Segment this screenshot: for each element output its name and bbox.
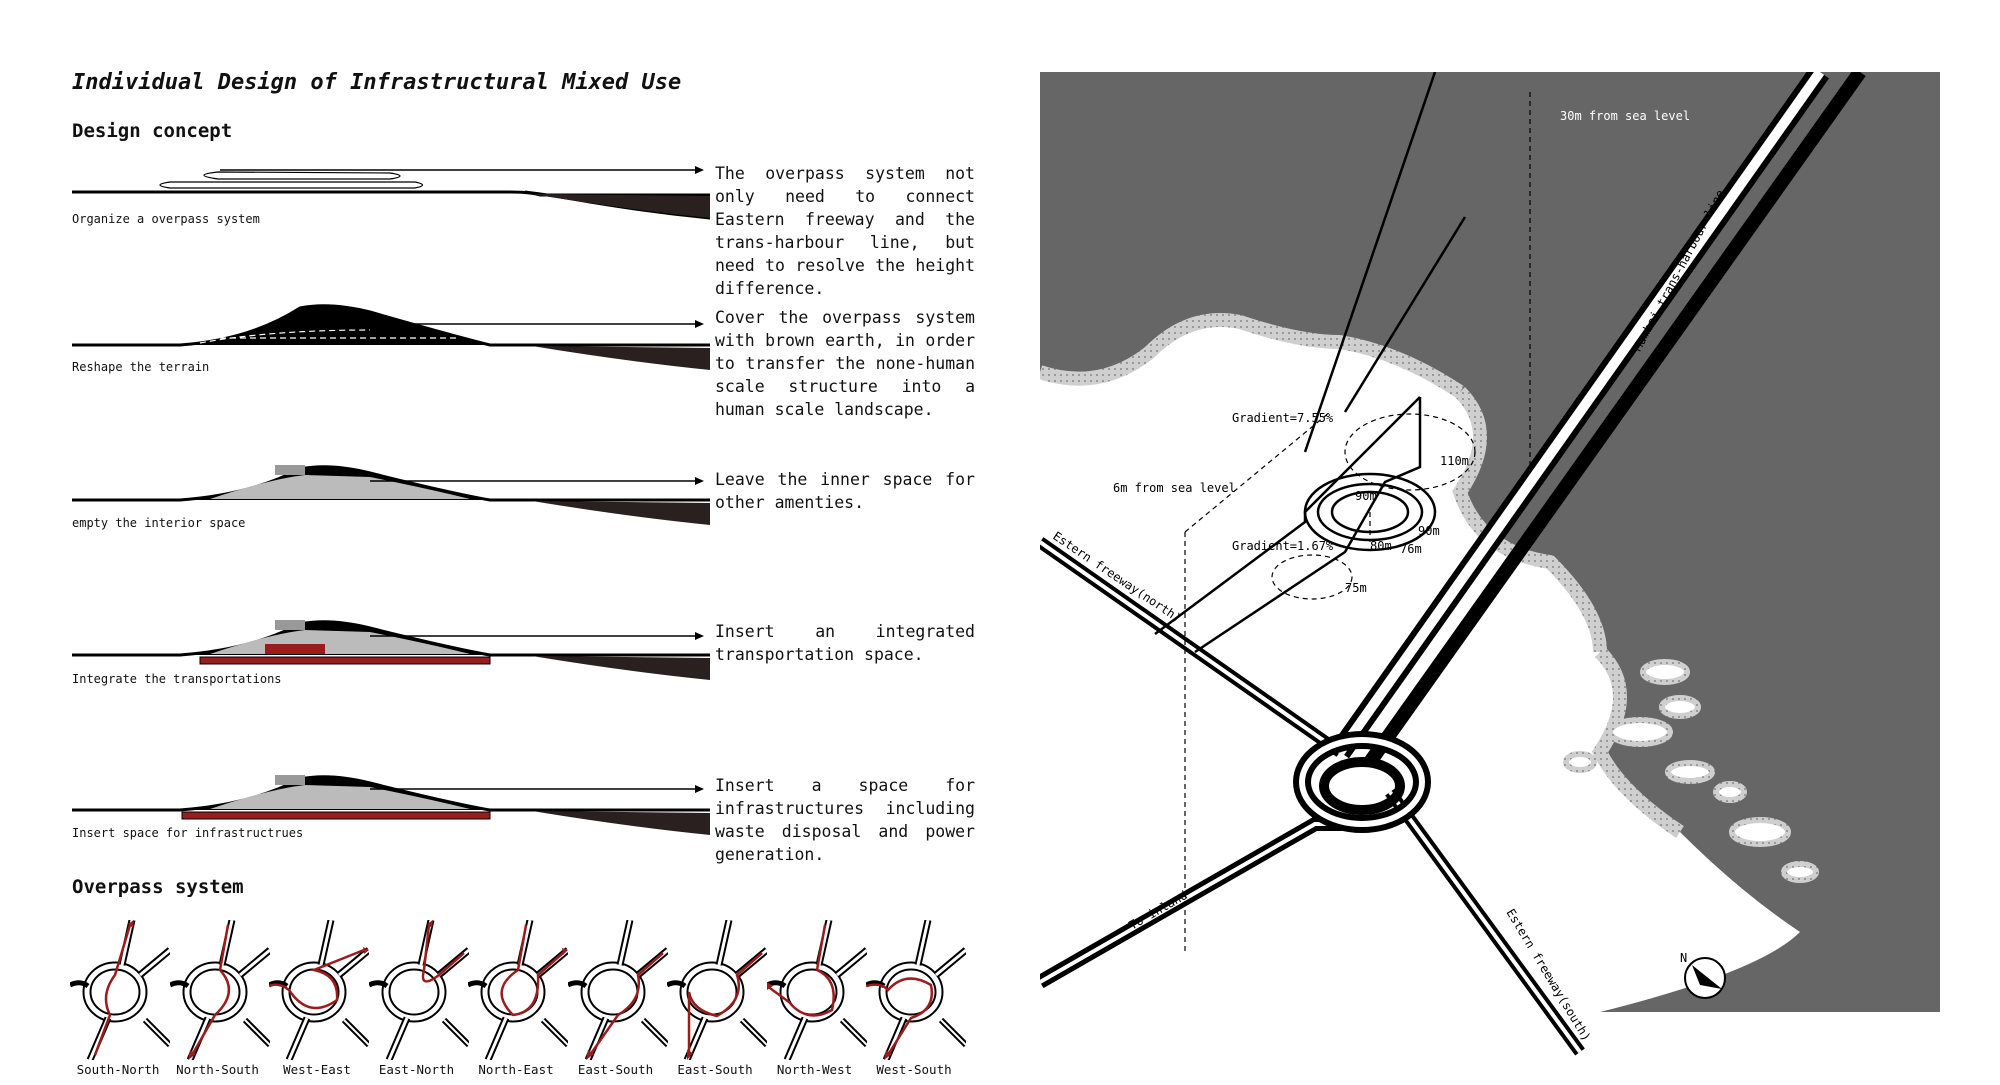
elevated-ramp bbox=[1154, 72, 1467, 654]
step-4-diagram bbox=[72, 620, 710, 680]
label-110m: 110m bbox=[1440, 454, 1469, 468]
label-90m-b: 90m bbox=[1418, 524, 1440, 538]
step-1-text: The overpass system not only need to con… bbox=[715, 164, 975, 298]
label-76m: 76m bbox=[1400, 542, 1422, 556]
step-1-diagram bbox=[72, 166, 710, 220]
label-80m: 80m bbox=[1370, 539, 1392, 553]
design-concept-heading: Design concept bbox=[72, 120, 233, 142]
step-3-label: empty the interior space bbox=[72, 516, 246, 530]
page-title: Individual Design of Infrastructural Mix… bbox=[72, 70, 682, 95]
label-north: N bbox=[1680, 951, 1687, 965]
label-6m: 6m from sea level bbox=[1113, 481, 1236, 495]
step-2-text: Cover the overpass system with brown ear… bbox=[715, 308, 975, 419]
step-1-label: Organize a overpass system bbox=[72, 212, 260, 226]
label-90m-a: 90m bbox=[1355, 489, 1377, 503]
step-4-text: Insert an integrated transportation spac… bbox=[715, 622, 975, 664]
overpass-icon-3 bbox=[269, 920, 369, 1060]
overpass-icon-8 bbox=[766, 920, 867, 1060]
step-5-diagram bbox=[72, 775, 710, 835]
overpass-label-5: North-East bbox=[478, 1062, 554, 1077]
label-gradient-a: Gradient=7.55% bbox=[1232, 411, 1334, 425]
label-gradient-b: Gradient=1.67% bbox=[1232, 539, 1334, 553]
north-arrow bbox=[1684, 957, 1726, 999]
label-75m: 75m bbox=[1345, 581, 1367, 595]
overpass-icon-4 bbox=[368, 920, 469, 1060]
step-5-text: Insert a space for infrastructures inclu… bbox=[715, 776, 975, 864]
overpass-label-3: West-East bbox=[283, 1062, 351, 1077]
overpass-label-7: East-South bbox=[677, 1062, 753, 1077]
overpass-heading: Overpass system bbox=[72, 876, 244, 898]
site-plan-map: 30m from sea level Gradient=7.55% 6m fro… bbox=[1040, 72, 1940, 1056]
step-5-label: Insert space for infrastructrues bbox=[72, 826, 304, 840]
overpass-icon-1 bbox=[70, 920, 170, 1060]
step-2-label: Reshape the terrain bbox=[72, 360, 210, 374]
shoreline bbox=[1040, 313, 1464, 398]
interchange bbox=[1293, 731, 1431, 833]
overpass-label-1: South-North bbox=[76, 1062, 160, 1077]
islands bbox=[1563, 659, 1819, 883]
label-30m: 30m from sea level bbox=[1560, 109, 1690, 123]
step-4-label: Integrate the transportations bbox=[72, 672, 282, 686]
overpass-label-9: West-South bbox=[876, 1062, 952, 1077]
overpass-label-8: North-West bbox=[776, 1062, 853, 1077]
overpass-icon-9 bbox=[866, 920, 966, 1060]
overpass-label-6: East-South bbox=[577, 1062, 654, 1077]
step-3-diagram bbox=[72, 465, 710, 525]
overpass-icon-5 bbox=[468, 920, 568, 1060]
overpass-icon-2 bbox=[169, 920, 270, 1060]
step-3-text: Leave the inner space for other amenties… bbox=[715, 470, 975, 512]
land-area bbox=[1040, 320, 1800, 1012]
overpass-icon-7 bbox=[667, 920, 767, 1060]
overpass-label-2: North-South bbox=[176, 1062, 259, 1077]
overpass-icon-6 bbox=[567, 920, 668, 1060]
overpass-label-4: East-North bbox=[378, 1062, 455, 1077]
step-2-diagram bbox=[72, 304, 710, 370]
